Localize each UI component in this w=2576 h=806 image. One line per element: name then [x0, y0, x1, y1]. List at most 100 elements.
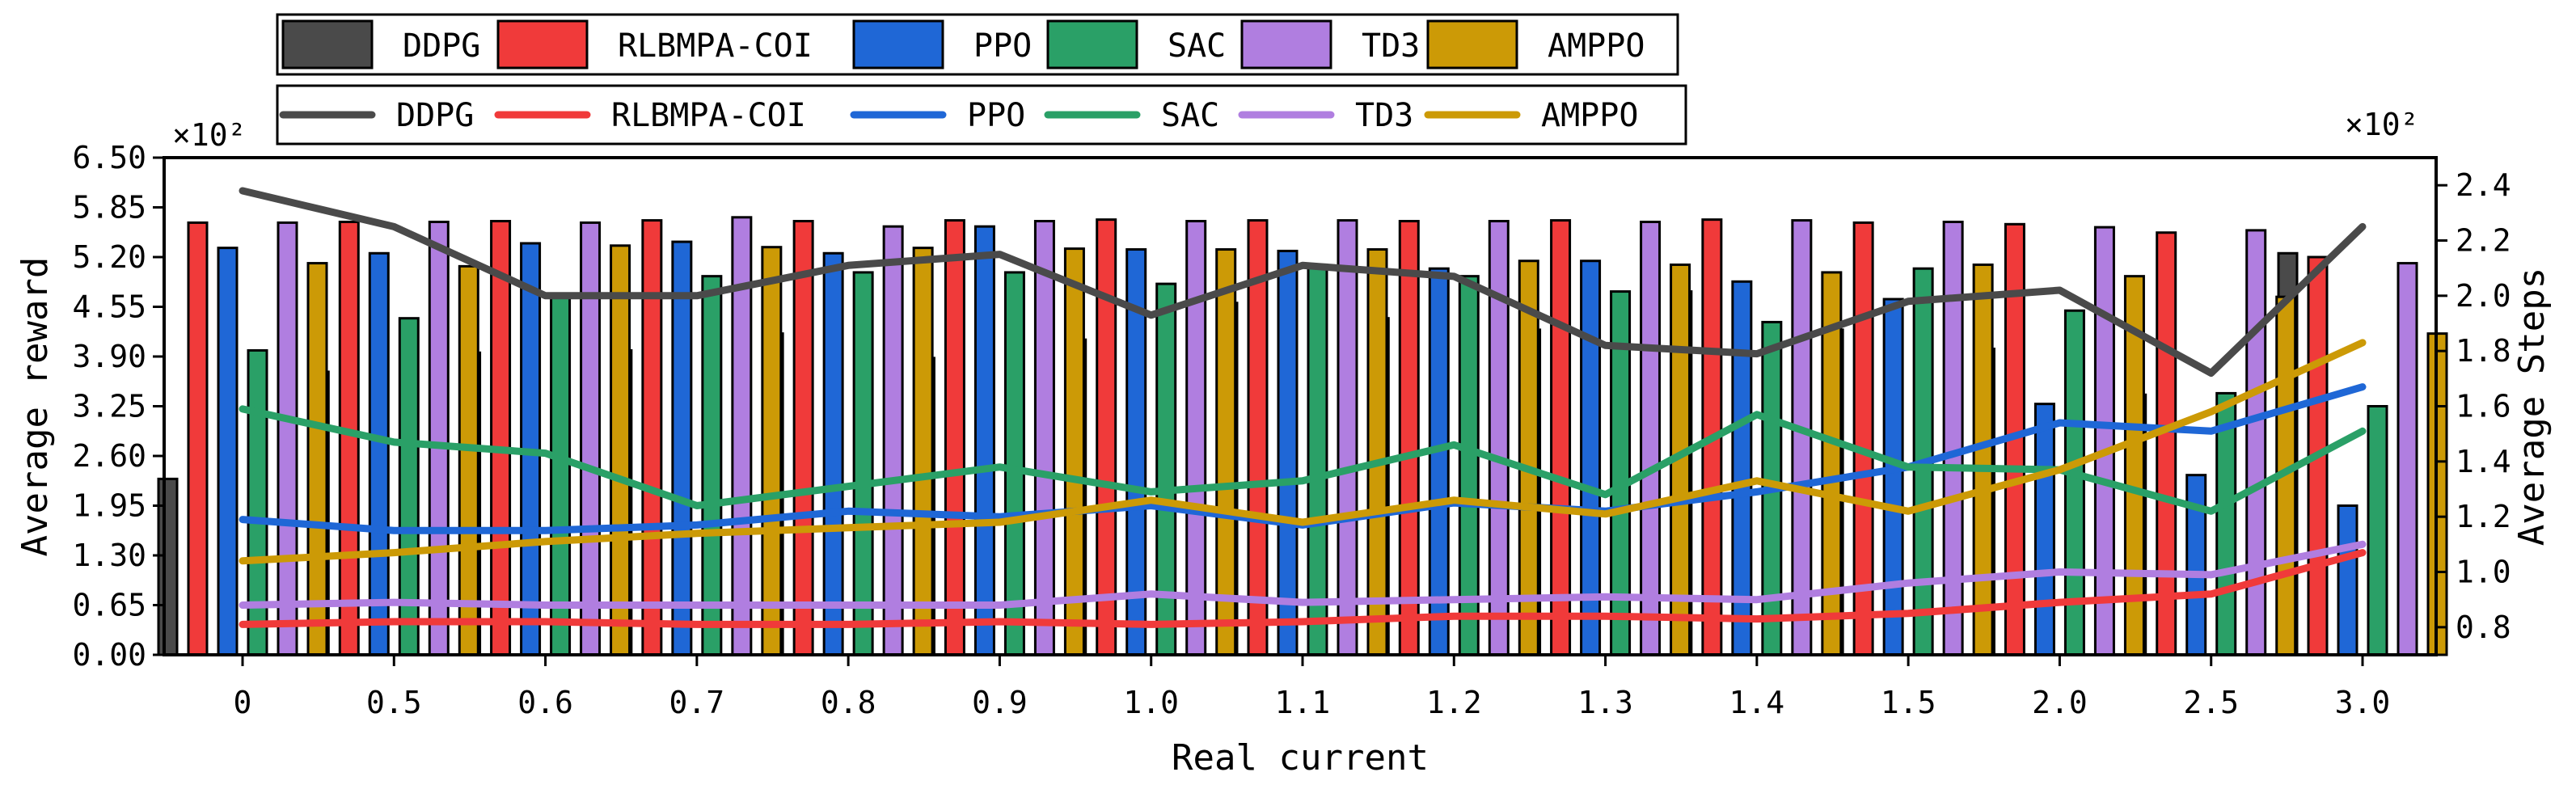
line-td3 — [239, 540, 2367, 609]
bar-td3-0.9 — [1033, 220, 1055, 656]
bar-sac-1.0 — [1155, 282, 1177, 656]
right-axis-title: Average Steps — [2511, 268, 2553, 546]
legend-line-label-rlbmpa-coi: RLBMPA-COI — [611, 97, 806, 134]
right-tick-label: 1.2 — [2456, 499, 2511, 534]
bar-layer — [157, 216, 2448, 656]
bar-legend: DDPG RLBMPA-COI PPO SAC TD3 AMPPO — [276, 13, 1679, 76]
right-tick-label: 1.0 — [2456, 555, 2511, 590]
bar-ppo-2.0 — [2033, 403, 2055, 656]
bar-rlbmpa-coi-0.6 — [490, 220, 512, 656]
bar-td3-1.4 — [1791, 219, 1813, 656]
bar-td3-1.1 — [1337, 219, 1358, 656]
left-tick-label: 5.20 — [72, 239, 146, 275]
bar-amppo-0.6 — [610, 244, 631, 656]
bar-sac-0.6 — [550, 293, 572, 656]
legend-label-ppo: PPO — [973, 27, 1032, 65]
x-axis-title: Real current — [1172, 737, 1429, 779]
left-tick-label: 3.90 — [72, 339, 146, 374]
bar-sac-3.0 — [2367, 405, 2388, 656]
left-tick-label: 5.85 — [72, 190, 146, 226]
bar-rlbmpa-coi-0.7 — [641, 219, 663, 656]
legend-line-label-td3: TD3 — [1355, 97, 1413, 134]
bar-rlbmpa-coi-0.5 — [338, 220, 360, 656]
bar-amppo-0.8 — [912, 247, 934, 656]
x-tick-label: 2.0 — [2032, 685, 2088, 720]
legend-swatch-td3 — [1240, 19, 1332, 70]
bar-sac-0.8 — [852, 271, 874, 656]
x-tick-label: 0.9 — [972, 685, 1028, 720]
bar-amppo-0.5 — [458, 264, 479, 656]
x-tick-label: 0 — [234, 685, 252, 720]
legend-label-amppo: AMPPO — [1548, 27, 1645, 65]
x-tick-label: 0.8 — [821, 685, 876, 720]
legend-line-label-ppo: PPO — [967, 97, 1025, 134]
left-tick-label: 6.50 — [72, 140, 146, 175]
x-tick-label: 1.2 — [1426, 685, 1482, 720]
right-tick-label: 2.4 — [2456, 167, 2511, 203]
bar-sac-0.9 — [1003, 271, 1025, 656]
right-tick-label: 2.0 — [2456, 278, 2511, 314]
x-tick-label: 1.3 — [1577, 685, 1633, 720]
bar-amppo-1.0 — [1215, 248, 1237, 656]
left-tick-label: 1.95 — [72, 488, 146, 524]
legend-swatch-ddpg — [281, 19, 374, 70]
bar-td3-1.0 — [1185, 220, 1207, 656]
bar-ppo-0.8 — [822, 251, 844, 656]
x-tick-label: 1.1 — [1275, 685, 1331, 720]
legend-swatch-sac — [1046, 19, 1138, 70]
legend-line-label-amppo: AMPPO — [1541, 97, 1638, 134]
bar-ppo-3.0 — [2337, 504, 2359, 656]
bar-td3-2.5 — [2245, 229, 2267, 656]
bar-rlbmpa-coi-0 — [187, 221, 209, 656]
left-tick-label: 2.60 — [72, 438, 146, 474]
x-tick-label: 3.0 — [2335, 685, 2391, 720]
bar-td3-0.6 — [580, 221, 602, 656]
bar-ppo-0.5 — [368, 251, 390, 656]
bar-amppo-0.7 — [761, 246, 783, 656]
line-amppo — [239, 339, 2367, 565]
bar-td3-1.3 — [1640, 220, 1662, 656]
legend-swatch-rlbmpa-coi — [496, 19, 589, 70]
legend-label-rlbmpa-coi: RLBMPA-COI — [618, 27, 813, 65]
bar-amppo-0.9 — [1063, 247, 1085, 656]
right-tick-label: 2.2 — [2456, 223, 2511, 259]
bar-rlbmpa-coi-0.9 — [944, 219, 965, 656]
x-tick-label: 1.4 — [1729, 685, 1785, 720]
legend-label-td3: TD3 — [1362, 27, 1420, 65]
bar-rlbmpa-coi-1.3 — [1550, 219, 1572, 656]
bar-td3-1.2 — [1488, 220, 1510, 656]
left-axis-title: Average reward — [15, 257, 56, 557]
left-tick-label: 3.25 — [72, 389, 146, 424]
x-tick-label: 2.5 — [2183, 685, 2239, 720]
bar-ppo-0.9 — [973, 225, 995, 656]
bar-ppo-0.7 — [671, 240, 693, 656]
right-tick-label: 0.8 — [2456, 610, 2511, 645]
left-tick-label: 1.30 — [72, 538, 146, 573]
right-tick-label: 1.4 — [2456, 444, 2511, 479]
legend-swatch-amppo — [1426, 19, 1518, 70]
left-exponent-label: ×10² — [172, 117, 247, 153]
legend-label-sac: SAC — [1168, 27, 1226, 65]
bar-amppo-0 — [306, 262, 328, 656]
x-tick-label: 0.5 — [366, 685, 422, 720]
bar-td3-1.5 — [1942, 220, 1964, 656]
bar-td3-2.0 — [2093, 226, 2115, 656]
right-tick-label: 1.6 — [2456, 389, 2511, 424]
bar-ppo-1.1 — [1277, 249, 1299, 656]
right-tick-label: 1.8 — [2456, 333, 2511, 369]
bar-sac-2.5 — [2215, 391, 2237, 656]
x-tick-label: 1.5 — [1881, 685, 1936, 720]
bar-rlbmpa-coi-1.2 — [1398, 220, 1420, 656]
left-tick-label: 0.00 — [72, 637, 146, 673]
line-sac — [239, 405, 2367, 515]
axes-layer: 0.000.651.301.952.603.253.904.555.205.85… — [72, 140, 2511, 720]
legend-line-label-sac: SAC — [1161, 97, 1219, 134]
legend-label-ddpg: DDPG — [403, 27, 480, 65]
legend-line-label-ddpg: DDPG — [396, 97, 474, 134]
right-exponent-label: ×10² — [2345, 107, 2419, 142]
bar-td3-0 — [277, 221, 298, 656]
bar-sac-0.7 — [701, 275, 723, 656]
left-tick-label: 0.65 — [72, 588, 146, 623]
bar-rlbmpa-coi-2.5 — [2156, 231, 2177, 656]
